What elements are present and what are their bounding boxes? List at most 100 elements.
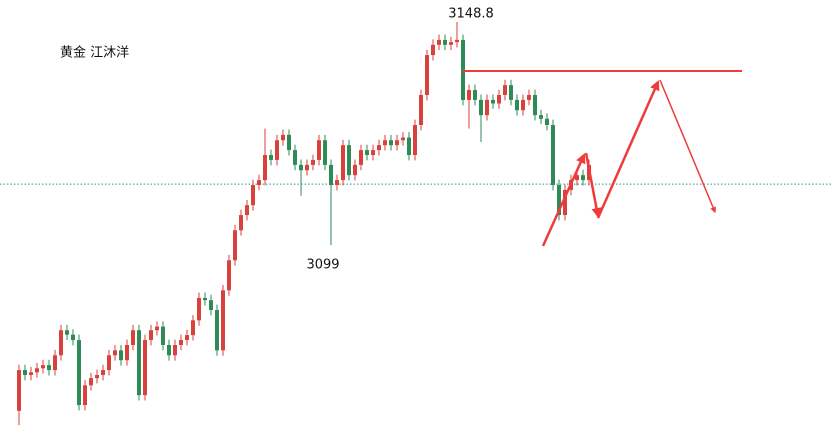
candle-body — [131, 330, 135, 345]
candle-body — [221, 290, 225, 351]
candle-body — [509, 85, 513, 100]
candle-body — [203, 297, 207, 301]
candle-body — [29, 372, 33, 375]
candle-body — [233, 230, 237, 261]
candle-body — [89, 378, 93, 386]
chart-title: 黄金 江沐洋 — [60, 45, 129, 61]
candle-body — [395, 140, 399, 146]
candle-body — [125, 344, 129, 361]
candle-body — [239, 215, 243, 231]
candle-body — [83, 385, 87, 406]
candle-body — [269, 155, 273, 160]
candle-body — [431, 44, 435, 56]
candle-body — [257, 180, 261, 186]
candle-body — [101, 370, 105, 375]
candle-body — [311, 159, 315, 165]
candle-body — [455, 39, 459, 43]
candle-body — [185, 335, 189, 341]
candle-body — [95, 374, 99, 379]
candle-body — [521, 99, 525, 111]
candle-body — [437, 39, 441, 45]
candle-body — [17, 370, 21, 411]
candle-body — [287, 134, 291, 151]
candle-body — [449, 42, 453, 45]
candle-body — [545, 118, 549, 125]
candle-body — [473, 90, 477, 100]
candle-body — [281, 134, 285, 141]
arrow — [659, 79, 716, 214]
candle-body — [305, 164, 309, 171]
candle-body — [167, 344, 171, 356]
candle-body — [581, 175, 585, 181]
candle-body — [371, 150, 375, 156]
candle-body — [377, 145, 381, 151]
candle-body — [191, 320, 195, 336]
candle-body — [293, 150, 297, 165]
candle-body — [479, 99, 483, 116]
candle-body — [515, 99, 519, 111]
drawing-annotations — [462, 70, 742, 247]
candle-body — [113, 350, 117, 356]
candle-body — [245, 205, 249, 216]
candle-body — [563, 189, 567, 216]
arrow — [541, 153, 586, 247]
candle-body — [209, 300, 213, 311]
candle-body — [413, 124, 417, 156]
candle-body — [149, 330, 153, 341]
candle-body — [467, 90, 471, 100]
candle-body — [323, 140, 327, 165]
candle-body — [533, 94, 537, 116]
candle-body — [383, 140, 387, 146]
candle-body — [65, 330, 69, 335]
candle-body — [551, 124, 555, 186]
candle-body — [365, 150, 369, 156]
candle-body — [503, 85, 507, 95]
candle-body — [107, 355, 111, 371]
candle-body — [359, 150, 363, 165]
candle-body — [347, 145, 351, 176]
candle-body — [47, 365, 51, 371]
candle-body — [23, 370, 27, 375]
candle-body — [41, 365, 45, 369]
candle-body — [407, 137, 411, 156]
candle-body — [539, 115, 543, 119]
candle-body — [161, 326, 165, 345]
candle-body — [317, 140, 321, 160]
candle-body — [143, 340, 147, 396]
candle-body — [59, 330, 63, 356]
candle-body — [401, 137, 405, 141]
candle-body — [527, 94, 531, 100]
candle-body — [137, 330, 141, 396]
candle-body — [35, 368, 39, 373]
candle-body — [251, 185, 255, 206]
candle-body — [461, 39, 465, 100]
candle-body — [389, 140, 393, 146]
candle-body — [353, 164, 357, 176]
candle-body — [173, 344, 177, 356]
candle-body — [485, 99, 489, 116]
candle-body — [275, 140, 279, 160]
candle-body — [77, 340, 81, 406]
candle-body — [119, 350, 123, 361]
candle-body — [299, 164, 303, 171]
candle-body — [215, 310, 219, 351]
annotation: 3148.8 — [448, 7, 494, 22]
candle-body — [419, 94, 423, 125]
candle-body — [341, 145, 345, 181]
candle-body — [497, 94, 501, 104]
candle-body — [155, 326, 159, 331]
candle-body — [71, 334, 75, 341]
candle-body — [197, 297, 201, 321]
candle-body — [335, 180, 339, 186]
candle-body — [443, 39, 447, 45]
candle-body — [575, 175, 579, 181]
annotation: 3099 — [306, 258, 339, 273]
candle-body — [53, 355, 57, 371]
candle-body — [227, 260, 231, 291]
candle-body — [491, 99, 495, 104]
arrow — [584, 152, 602, 218]
arrow — [596, 80, 660, 219]
candle-body — [425, 55, 429, 95]
candle-body — [263, 155, 267, 181]
